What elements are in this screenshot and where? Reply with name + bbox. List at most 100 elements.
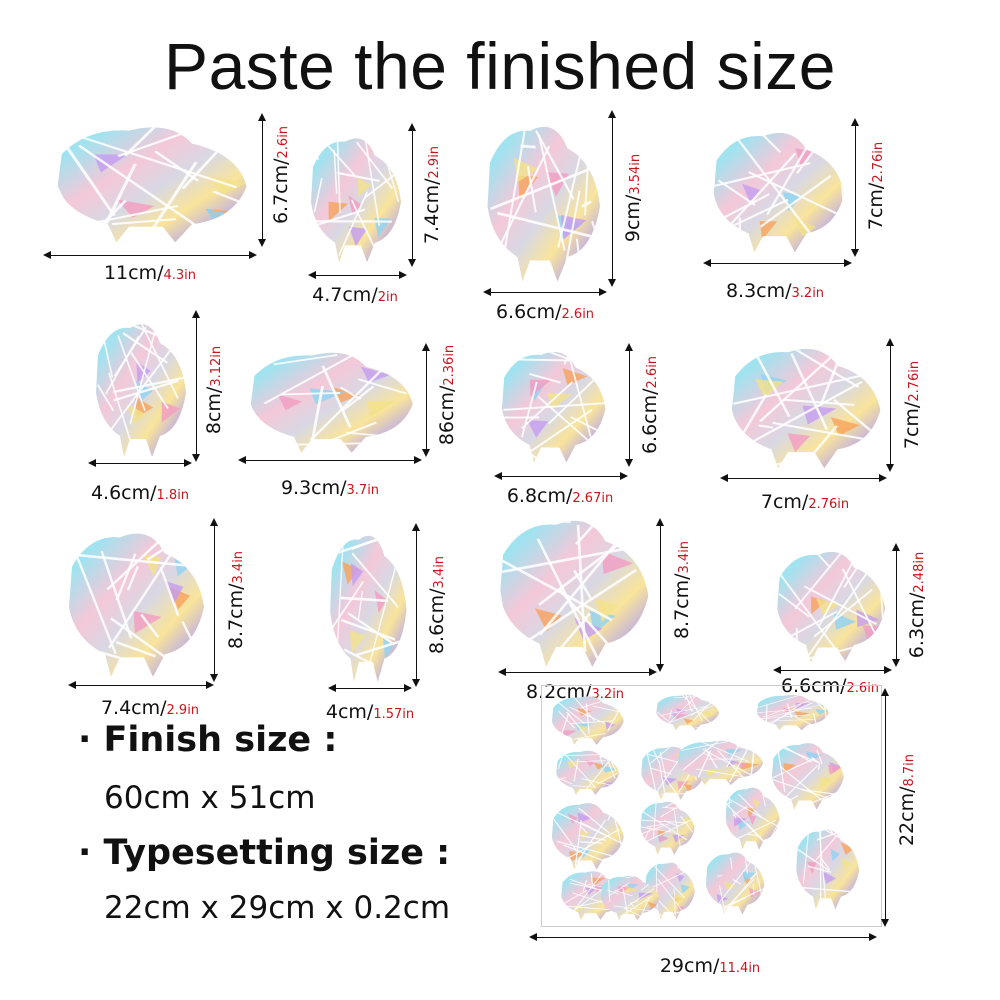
bird-sticker-image <box>240 342 420 459</box>
width-in: 2.6in <box>561 307 595 322</box>
bird-sticker-image <box>45 115 255 249</box>
sheet-height-cm: 22cm/ <box>896 786 918 847</box>
width-cm: 9.3cm/ <box>280 477 347 499</box>
height-arrow <box>886 338 894 472</box>
height-arrow <box>258 113 266 247</box>
typesetting-size-value: 22cm x 29cm x 0.2cm <box>104 890 451 926</box>
height-in: 2.76in <box>907 360 922 402</box>
width-cm: 6.8cm/ <box>506 485 573 507</box>
width-arrow <box>308 271 407 279</box>
sheet-height-in: 8.7in <box>902 753 917 787</box>
width-in: 2.6in <box>846 681 880 696</box>
sheet-bird-image <box>637 796 697 860</box>
height-arrow <box>892 543 900 667</box>
height-cm: 7.4cm/ <box>421 178 443 245</box>
width-label: 6.6cm/2.6in <box>781 675 879 697</box>
height-arrow <box>625 343 633 467</box>
height-label: 86cm/2.36in <box>436 345 458 445</box>
height-in: 3.4in <box>677 540 692 574</box>
sheet-height-label: 22cm/8.7in <box>896 754 918 846</box>
width-label: 7cm/2.76in <box>761 491 849 513</box>
sheet-bird-image <box>552 746 622 800</box>
bird-sticker-image <box>490 505 655 674</box>
width-arrow <box>494 472 628 480</box>
width-label: 4.6cm/1.8in <box>91 482 189 504</box>
height-cm: 8.7cm/ <box>671 573 693 640</box>
width-label: 4cm/1.57in <box>326 701 414 723</box>
width-label: 11cm/4.3in <box>104 262 196 284</box>
width-label: 6.6cm/2.6in <box>496 301 594 323</box>
height-label: 8.7cm/3.4in <box>671 541 693 639</box>
width-arrow <box>328 684 412 692</box>
height-in: 3.4in <box>231 550 246 584</box>
width-arrow <box>498 668 657 676</box>
height-cm: 8.6cm/ <box>426 588 448 655</box>
height-label: 6.6cm/2.6in <box>639 356 661 454</box>
width-arrow <box>773 666 892 674</box>
height-cm: 8cm/ <box>203 386 225 435</box>
height-arrow <box>192 310 200 462</box>
height-in: 2.9in <box>427 145 442 179</box>
height-arrow <box>408 123 416 267</box>
height-cm: 6.7cm/ <box>270 158 292 225</box>
finish-size-label: · Finish size : <box>78 720 338 760</box>
width-in: 1.57in <box>373 707 415 722</box>
width-arrow <box>88 459 192 467</box>
height-arrow <box>608 110 616 287</box>
sheet-height-arrow <box>881 688 889 927</box>
height-arrow <box>656 518 664 672</box>
height-cm: 7cm/ <box>865 182 887 231</box>
width-arrow <box>720 474 887 482</box>
width-in: 2.67in <box>572 491 614 506</box>
width-arrow <box>238 456 422 464</box>
height-in: 2.36in <box>442 344 457 386</box>
finish-size-value: 60cm x 51cm <box>104 780 316 816</box>
typesetting-size-label: · Typesetting size : <box>78 833 451 873</box>
width-label: 8.2cm/3.2in <box>526 681 624 703</box>
height-label: 8.6cm/3.4in <box>426 556 448 654</box>
height-in: 3.54in <box>628 153 643 195</box>
width-cm: 6.6cm/ <box>780 675 847 697</box>
height-in: 3.12in <box>209 345 224 387</box>
width-cm: 7.4cm/ <box>100 697 167 719</box>
height-in: 2.6in <box>276 125 291 159</box>
width-label: 6.8cm/2.67in <box>507 485 613 507</box>
sheet-bird-image <box>792 821 862 915</box>
height-label: 7cm/2.76in <box>865 142 887 230</box>
width-cm: 8.3cm/ <box>725 280 792 302</box>
sheet-bird-image <box>702 846 767 920</box>
height-label: 7.4cm/2.9in <box>421 146 443 244</box>
height-cm: 8.7cm/ <box>225 583 247 650</box>
height-cm: 9cm/ <box>622 194 644 243</box>
height-cm: 6.3cm/ <box>906 592 928 659</box>
bird-sticker-image <box>480 110 605 289</box>
width-in: 3.2in <box>791 286 825 301</box>
bird-sticker-image <box>60 518 210 684</box>
width-arrow <box>483 288 607 296</box>
sheet-width-label: 29cm/11.4in <box>660 955 760 977</box>
height-cm: 86cm/ <box>436 385 458 446</box>
height-in: 2.48in <box>912 551 927 593</box>
sheet-bird-image <box>597 871 662 925</box>
height-label: 8.7cm/3.4in <box>225 551 247 649</box>
sheet-width-cm: 29cm/ <box>659 955 720 977</box>
sheet-bird-image <box>767 736 847 815</box>
width-cm: 4cm/ <box>325 701 374 723</box>
width-in: 3.2in <box>591 687 625 702</box>
width-label: 4.7cm/2in <box>312 284 398 306</box>
width-cm: 11cm/ <box>103 262 164 284</box>
height-arrow <box>851 118 859 257</box>
height-in: 3.4in <box>432 555 447 589</box>
height-label: 9cm/3.54in <box>622 154 644 242</box>
height-label: 6.7cm/2.6in <box>270 126 292 224</box>
sheet-bird-image <box>547 691 627 750</box>
width-label: 7.4cm/2.9in <box>101 697 199 719</box>
width-in: 4.3in <box>163 268 197 283</box>
height-arrow <box>210 518 218 682</box>
height-label: 7cm/2.76in <box>901 361 923 449</box>
width-arrow <box>68 681 214 689</box>
width-label: 8.3cm/3.2in <box>726 280 824 302</box>
height-cm: 7cm/ <box>901 401 923 450</box>
sheet-bird-image <box>752 691 832 735</box>
width-arrow <box>703 259 852 267</box>
